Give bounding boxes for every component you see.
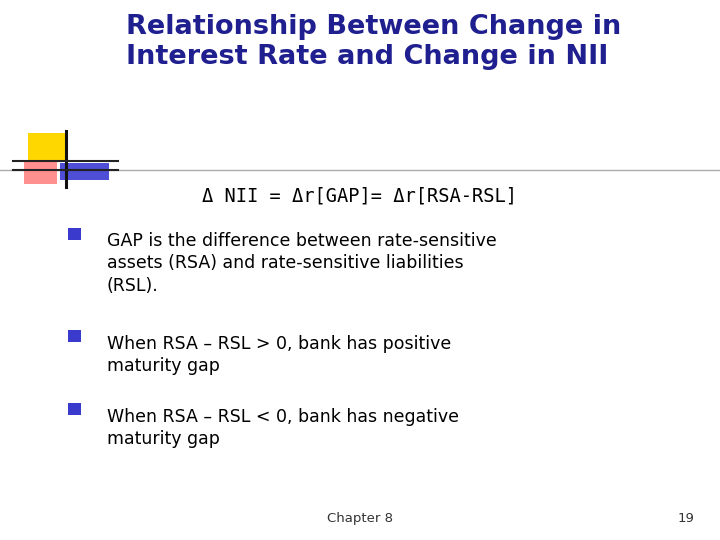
Bar (68, 330, 81, 342)
Bar (60, 163, 109, 180)
Text: When RSA – RSL < 0, bank has negative
maturity gap: When RSA – RSL < 0, bank has negative ma… (107, 408, 459, 448)
Text: Δ NII = Δr[GAP]= Δr[RSA-RSL]: Δ NII = Δr[GAP]= Δr[RSA-RSL] (202, 186, 518, 205)
Text: GAP is the difference between rate-sensitive
assets (RSA) and rate-sensitive lia: GAP is the difference between rate-sensi… (107, 232, 496, 295)
Text: Relationship Between Change in
Interest Rate and Change in NII: Relationship Between Change in Interest … (126, 14, 621, 70)
Text: Chapter 8: Chapter 8 (327, 512, 393, 525)
Bar (68, 228, 81, 240)
Bar (28, 132, 68, 161)
Text: 19: 19 (678, 512, 695, 525)
Bar (24, 160, 58, 185)
Text: When RSA – RSL > 0, bank has positive
maturity gap: When RSA – RSL > 0, bank has positive ma… (107, 335, 451, 375)
Bar (68, 403, 81, 415)
